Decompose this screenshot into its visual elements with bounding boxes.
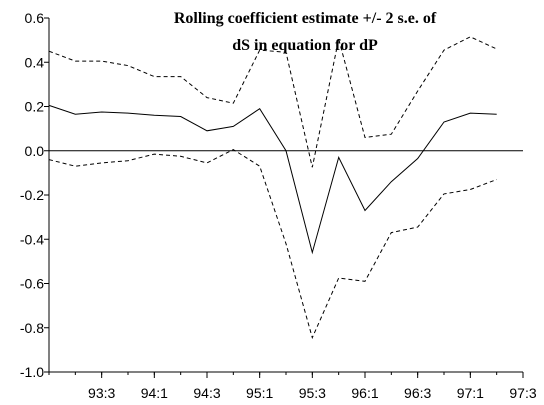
x-tick-label: 95:3 — [299, 385, 326, 401]
series-line-upper — [48, 36, 497, 168]
y-tick-label: -0.2 — [20, 187, 44, 203]
y-tick-label: -1.0 — [20, 364, 44, 380]
x-tick-label: 93:3 — [88, 385, 115, 401]
series-line-estimate — [48, 104, 497, 255]
x-tick-label: 96:1 — [351, 385, 378, 401]
y-tick-label: 0.0 — [25, 143, 45, 159]
y-tick-label: -0.4 — [20, 231, 44, 247]
x-tick-label: 97:3 — [509, 385, 536, 401]
y-tick-label: 0.6 — [25, 10, 45, 26]
chart-title-line-1: Rolling coefficient estimate +/- 2 s.e. … — [174, 10, 437, 27]
chart-title-line-2: dS in equation for dP — [232, 37, 378, 54]
plot-area: 0.6 0.4 0.2 0.0 -0.2 -0.4 -0.6 -0.8 -1.0 93:3 94:1… — [20, 10, 537, 401]
x-tick-label: 94:3 — [193, 385, 220, 401]
x-tick-label: 97:1 — [457, 385, 484, 401]
y-tick-label: 0.2 — [25, 99, 45, 115]
x-tick-label: 94:1 — [141, 385, 168, 401]
series-line-lower — [48, 149, 497, 340]
x-tick-label: 96:3 — [404, 385, 431, 401]
y-tick-label: -0.8 — [20, 320, 44, 336]
y-tick-label: 0.4 — [25, 54, 45, 70]
y-tick-label: -0.6 — [20, 276, 44, 292]
x-tick-label: 95:1 — [246, 385, 273, 401]
